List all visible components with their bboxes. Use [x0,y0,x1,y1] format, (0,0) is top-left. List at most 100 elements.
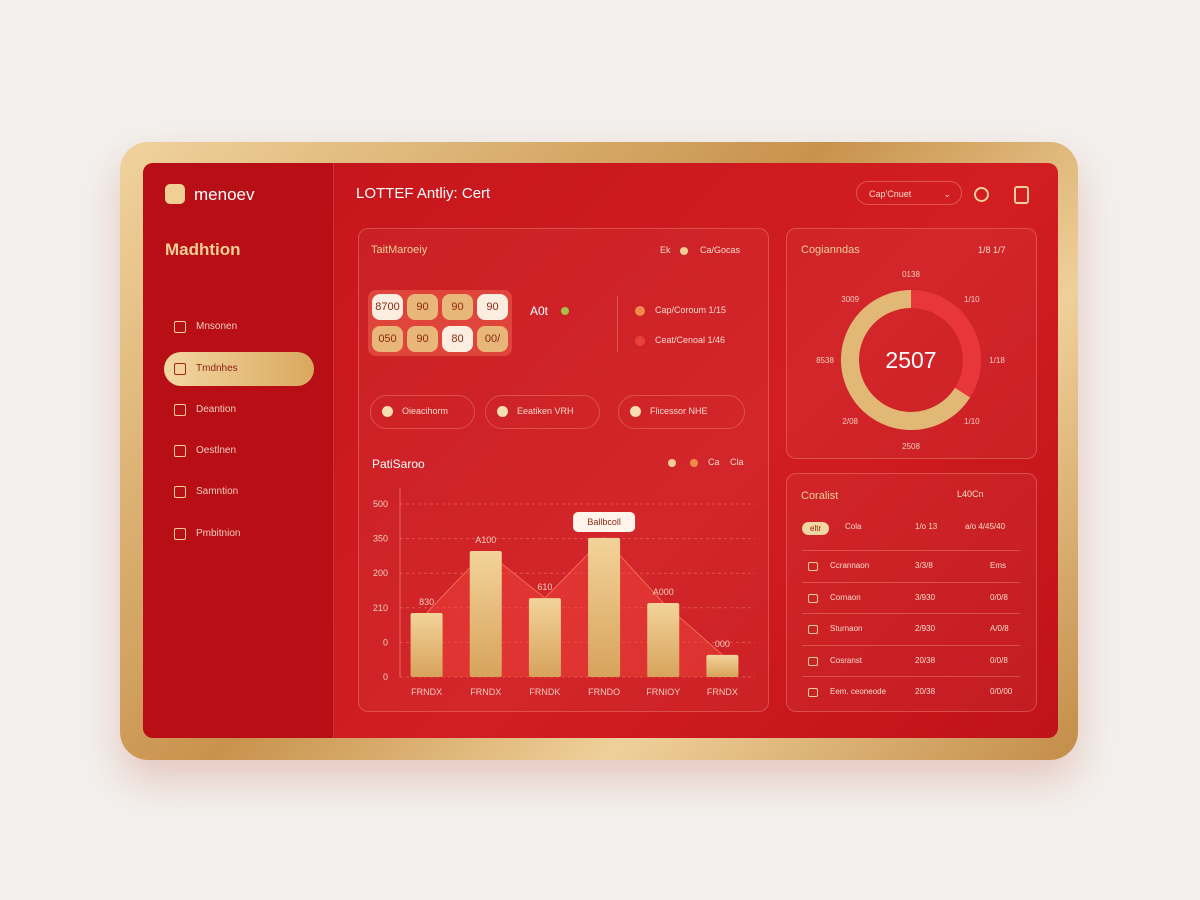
pill-dot [382,406,393,417]
table-cell: 20/38 [915,687,936,696]
ball: 90 [477,294,508,320]
nav-item[interactable]: Oestlnen [196,445,237,456]
pill[interactable] [370,395,475,429]
donut-label: 1/10 [964,417,980,426]
legend-dot [668,459,676,467]
legend-item: Ca/Gocas [700,245,741,255]
pill-label: Flicessor NHE [650,406,708,416]
bar [410,612,443,677]
pill[interactable] [485,395,600,429]
row-divider [802,676,1020,677]
x-tick-label: FRNDK [529,687,560,697]
nav-icon [174,363,186,375]
chevron: ⌄ [943,189,951,199]
row-icon [808,562,818,571]
pill[interactable] [618,395,745,429]
dropdown[interactable]: Cap'Cnuet ⌄ [856,181,962,205]
brand-logo [165,184,185,204]
row-divider [802,550,1020,551]
donut-label: 1/18 [989,356,1005,365]
card-title: Coralist [801,490,839,502]
sidebar-heading: Madhtion [165,240,241,259]
y-axis-label: 200 [373,568,388,578]
x-tick-label: FRNDX [411,687,442,697]
table-cell: Cosranst [830,655,863,665]
draw-label: A0t [530,304,549,318]
card-title: Cogianndas [801,244,860,256]
pill-dot [630,406,641,417]
search-button[interactable] [974,187,989,202]
legend-item: Ek [660,245,671,255]
nav-item[interactable]: Deantion [196,404,237,415]
card-meta: 1/8 1/7 [978,245,1006,255]
table-cell: 0/0/8 [990,592,1008,602]
bar-label: 000 [715,639,730,649]
x-tick-label: FRNDO [588,687,620,697]
ball: 90 [407,326,438,352]
table-cell: 3/930 [915,592,936,602]
ball: 050 [372,326,403,352]
donut-label: 8538 [816,356,834,365]
row-divider [802,613,1020,614]
nav-item[interactable]: Pmbitnion [196,528,241,539]
table-tab[interactable]: 1/o 13 [915,522,938,531]
legend-dot [690,459,698,467]
nav-item[interactable]: Mnsonen [196,321,238,332]
ball: 00/ [477,326,508,352]
donut-segment [841,290,971,430]
table-cell: Ccrannaon [830,561,870,570]
chart-title: PatiSaroo [372,457,425,471]
ball: 8700 [372,294,403,320]
dropdown-label: Cap'Cnuet [869,189,912,199]
nav-item[interactable]: Samntion [196,486,239,497]
donut-label: 2/08 [842,417,858,426]
x-tick-label: FRNIOY [646,687,680,697]
donut-label: 2508 [902,442,920,451]
table-cell: Cornaon [830,592,861,602]
table-tab[interactable]: Cola [845,522,862,531]
bar [469,551,502,677]
row-icon [808,656,818,666]
x-tick-label: FRNDX [470,687,501,697]
bar-label: 610 [537,582,552,592]
nav-active-bg[interactable] [164,352,314,386]
row-icon [808,625,818,634]
table-card [786,473,1037,712]
bar-label: 830 [419,597,434,607]
table-cell: 0/0/00 [990,687,1013,696]
pill-label: Oieacihorm [402,406,449,416]
result-dot [635,306,645,316]
nav-icon [174,528,186,540]
y-axis-label: 0 [383,672,388,682]
table-tab[interactable]: a/o 4/45/40 [965,522,1006,531]
row-divider [802,581,1020,583]
table-cell: 0/0/8 [990,655,1008,665]
table-cell: Eem. ceoneode [830,687,887,696]
donut-label: 1/10 [964,295,980,304]
result-dot [635,336,645,346]
table-cell: Sturnaon [830,624,863,633]
menu-button[interactable] [1014,186,1029,204]
y-axis-label: 210 [373,603,388,613]
status-dot [561,307,569,315]
bar-label: A000 [653,587,674,597]
bar [706,654,739,677]
legend-item: Ca [708,457,720,467]
nav-icon [174,445,186,457]
brand-name: menoev [194,185,255,204]
bar-label: A100 [475,535,496,545]
tooltip-bg [573,512,636,532]
table-tab[interactable]: eltr [802,522,830,535]
nav-item[interactable]: Tmdnhes [196,363,238,374]
result: Ceat/Cenoal 1/46 [655,335,726,345]
ball: 80 [442,326,473,352]
table-button[interactable]: L40Cn [957,489,984,499]
donut-label: 3009 [841,295,859,304]
bar [588,537,621,677]
table-cell: 2/930 [915,624,936,633]
nav-icon [174,321,186,333]
pill-dot [497,406,508,417]
legend-dot [680,247,688,255]
result: Cap/Coroum 1/15 [655,305,727,315]
donut-label: 0138 [902,270,920,279]
